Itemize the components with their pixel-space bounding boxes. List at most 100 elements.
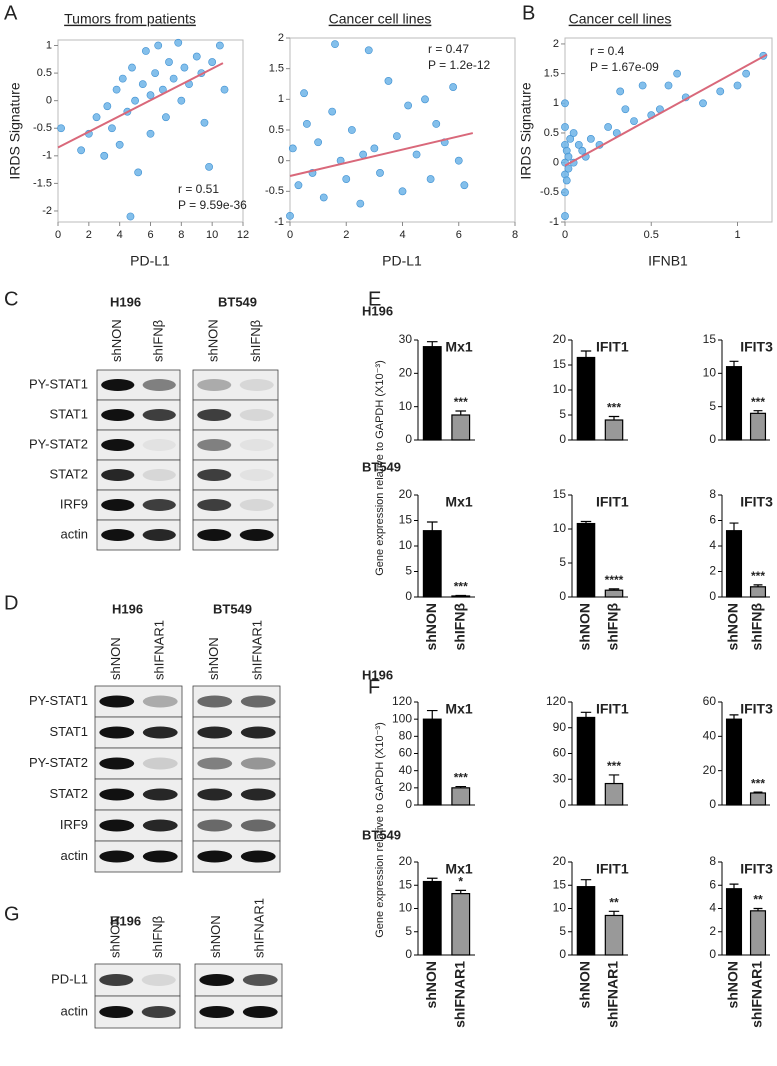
point bbox=[347, 126, 356, 134]
point bbox=[220, 85, 229, 94]
x-tick-label: shIFNAR1 bbox=[749, 961, 765, 1028]
point bbox=[561, 188, 569, 197]
point bbox=[92, 113, 101, 122]
point bbox=[286, 211, 294, 220]
cell-line-label: H196 bbox=[110, 294, 141, 309]
y-tick-label: 60 bbox=[399, 746, 413, 760]
point bbox=[412, 150, 421, 159]
blot-band bbox=[197, 529, 232, 541]
bar bbox=[451, 414, 471, 441]
bar bbox=[451, 787, 471, 806]
error-bar bbox=[426, 521, 438, 531]
x-axis-label: IFNB1 bbox=[648, 253, 688, 269]
lane-label: shNON bbox=[208, 915, 223, 958]
point bbox=[574, 140, 583, 149]
y-tick-label: 8 bbox=[709, 854, 716, 868]
bar bbox=[725, 366, 743, 441]
y-tick-label: 0.5 bbox=[37, 67, 52, 79]
protein-label: actin bbox=[61, 848, 88, 863]
blot-band bbox=[197, 469, 232, 481]
error-bar bbox=[729, 714, 739, 720]
error-bar bbox=[580, 520, 592, 524]
y-tick-label: 15 bbox=[553, 487, 567, 501]
row-label: BT549 bbox=[362, 459, 401, 474]
y-tick-label: 20 bbox=[553, 332, 567, 346]
lane-label: shIFNAR1 bbox=[250, 620, 265, 680]
y-tick-label: 0 bbox=[405, 432, 412, 446]
y-tick-label: 15 bbox=[399, 877, 413, 891]
point bbox=[421, 95, 429, 104]
bar bbox=[576, 356, 596, 441]
blot-band bbox=[199, 1006, 235, 1018]
trend-line bbox=[57, 62, 224, 149]
row-label: H196 bbox=[362, 303, 393, 318]
y-tick-label: 5 bbox=[709, 399, 716, 413]
blot-band bbox=[142, 850, 178, 863]
annotation: P = 9.59e-36 bbox=[178, 198, 247, 212]
y-tick-label: 0 bbox=[46, 95, 52, 107]
point bbox=[138, 80, 147, 89]
bar bbox=[604, 589, 624, 598]
point bbox=[300, 89, 308, 98]
blot-band bbox=[199, 974, 235, 986]
error-bar bbox=[455, 410, 467, 415]
bar bbox=[725, 530, 743, 598]
blot-band bbox=[239, 439, 274, 451]
annotation: P = 1.67e-09 bbox=[590, 60, 659, 74]
x-tick-label: 4 bbox=[117, 229, 123, 241]
y-tick-label: 15 bbox=[399, 513, 413, 527]
row-label: BT549 bbox=[362, 827, 401, 842]
protein-label: PD-L1 bbox=[51, 971, 88, 986]
x-tick-label: shNON bbox=[725, 603, 741, 650]
significance: *** bbox=[454, 580, 468, 594]
point bbox=[733, 81, 742, 90]
point bbox=[356, 199, 365, 208]
point bbox=[630, 117, 638, 125]
y-tick-label: 10 bbox=[553, 382, 567, 396]
blot-band bbox=[142, 379, 176, 391]
y-tick-label: 120 bbox=[546, 694, 566, 708]
point bbox=[103, 102, 112, 111]
chart-title: IFIT1 bbox=[596, 701, 629, 717]
error-bar bbox=[729, 522, 739, 531]
point bbox=[673, 69, 682, 78]
point bbox=[638, 81, 647, 90]
significance: * bbox=[458, 875, 463, 889]
blot-band bbox=[197, 379, 232, 391]
y-tick-label: 6 bbox=[709, 877, 716, 891]
point bbox=[134, 168, 143, 177]
blot-band bbox=[197, 850, 233, 863]
point bbox=[174, 38, 183, 47]
y-tick-label: 2 bbox=[709, 924, 716, 938]
protein-label: actin bbox=[61, 1003, 88, 1018]
y-tick-label: 15 bbox=[553, 357, 567, 371]
point bbox=[449, 83, 458, 91]
protein-label: STAT1 bbox=[49, 724, 88, 739]
y-tick-label: 60 bbox=[703, 694, 717, 708]
point bbox=[426, 175, 435, 183]
error-bar bbox=[455, 594, 467, 597]
point bbox=[162, 113, 170, 122]
error-bar bbox=[426, 877, 438, 882]
blot-band bbox=[239, 529, 274, 541]
y-tick-label: 0 bbox=[559, 797, 566, 811]
y-tick-label: 0 bbox=[405, 589, 412, 603]
point bbox=[302, 119, 311, 128]
point bbox=[664, 81, 673, 90]
x-tick-label: shNON bbox=[577, 603, 593, 650]
x-tick-label: 8 bbox=[178, 229, 184, 241]
x-tick-label: shNON bbox=[725, 961, 741, 1008]
significance: *** bbox=[454, 395, 468, 409]
point bbox=[742, 69, 751, 78]
x-tick-label: shIFNβ bbox=[451, 603, 467, 651]
panel-letter: B bbox=[522, 2, 535, 24]
blot-band bbox=[197, 726, 233, 739]
y-tick-label: 10 bbox=[703, 366, 717, 380]
blot-band bbox=[242, 974, 278, 986]
point bbox=[100, 151, 109, 160]
bar bbox=[749, 412, 767, 441]
blot-band bbox=[142, 757, 178, 770]
blot-band bbox=[99, 1006, 134, 1018]
point bbox=[115, 140, 124, 149]
